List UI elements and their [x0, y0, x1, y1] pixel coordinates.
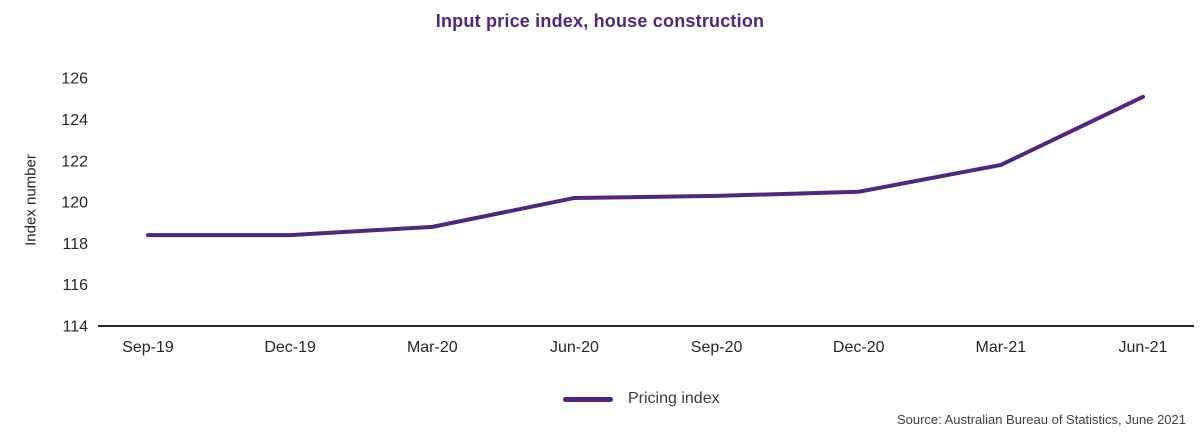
x-tick-label: Sep-19	[122, 339, 174, 356]
y-tick-label: 118	[62, 236, 88, 253]
x-tick-label: Mar-20	[407, 339, 458, 356]
y-tick-label: 126	[61, 71, 88, 88]
y-tick-label: 124	[61, 112, 88, 129]
chart-title: Input price index, house construction	[435, 11, 765, 31]
legend-label: Pricing index	[628, 390, 720, 407]
y-tick-label: 114	[62, 319, 88, 336]
x-tick-label: Jun-21	[1119, 339, 1168, 356]
x-tick-label: Sep-20	[691, 339, 743, 356]
source-note: Source: Australian Bureau of Statistics,…	[896, 412, 1186, 427]
legend: Pricing index	[563, 390, 720, 408]
y-tick-label: 122	[61, 153, 88, 170]
y-tick-label: 120	[61, 195, 88, 212]
x-tick-label: Dec-20	[833, 339, 885, 356]
x-tick-label: Mar-21	[976, 339, 1027, 356]
x-tick-label: Dec-19	[264, 339, 316, 356]
y-tick-label: 116	[62, 277, 88, 294]
legend-line-swatch-icon	[563, 396, 613, 402]
x-tick-label: Jun-20	[550, 339, 599, 356]
pricing-index-line	[146, 94, 1145, 238]
